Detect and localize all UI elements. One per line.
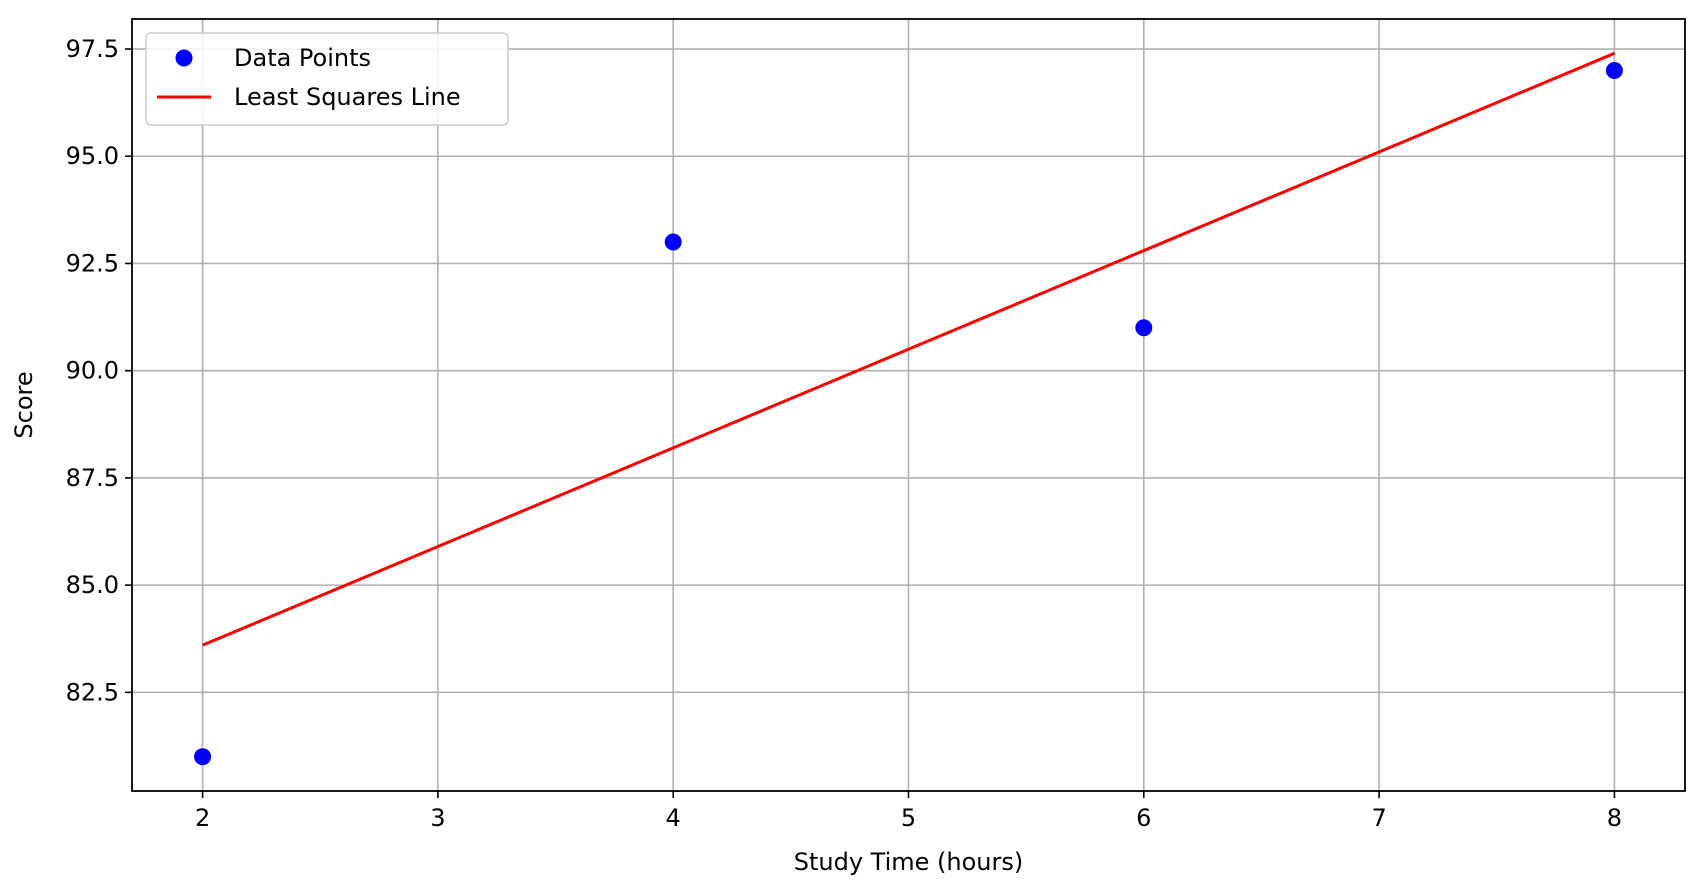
x-tick-label: 7 <box>1371 804 1386 832</box>
x-tick-label: 8 <box>1607 804 1622 832</box>
axis-ticks: 2 3 4 5 6 7 8 82.5 85.0 87.5 90.0 92.5 95.0 97.5 <box>66 35 1622 832</box>
x-tick-label: 4 <box>666 804 681 832</box>
data-point <box>1135 319 1153 337</box>
y-tick-label: 87.5 <box>66 464 119 492</box>
y-axis-label: Score <box>10 371 38 438</box>
least-squares-line <box>202 51 1615 647</box>
data-point <box>194 748 212 766</box>
axis-labels: Study Time (hours) Score <box>10 371 1023 876</box>
y-tick-label: 90.0 <box>66 357 119 385</box>
y-tick-label: 97.5 <box>66 35 119 63</box>
legend: Data Points Least Squares Line <box>145 32 509 126</box>
x-tick-label: 6 <box>1136 804 1151 832</box>
y-tick-label: 82.5 <box>66 678 119 706</box>
legend-entry-least-squares-line: Least Squares Line <box>234 83 461 111</box>
x-tick-label: 3 <box>430 804 445 832</box>
legend-box <box>145 32 509 126</box>
x-axis-label: Study Time (hours) <box>794 848 1024 876</box>
data-point <box>1605 61 1623 79</box>
x-tick-label: 2 <box>195 804 210 832</box>
y-tick-label: 95.0 <box>66 142 119 170</box>
plot-series <box>194 51 1623 766</box>
grid <box>132 19 1685 791</box>
data-point <box>664 233 682 251</box>
y-tick-label: 92.5 <box>66 249 119 277</box>
x-tick-label: 5 <box>901 804 916 832</box>
legend-entry-data-points: Data Points <box>234 44 371 72</box>
legend-scatter-marker <box>175 49 193 67</box>
y-tick-label: 85.0 <box>66 571 119 599</box>
